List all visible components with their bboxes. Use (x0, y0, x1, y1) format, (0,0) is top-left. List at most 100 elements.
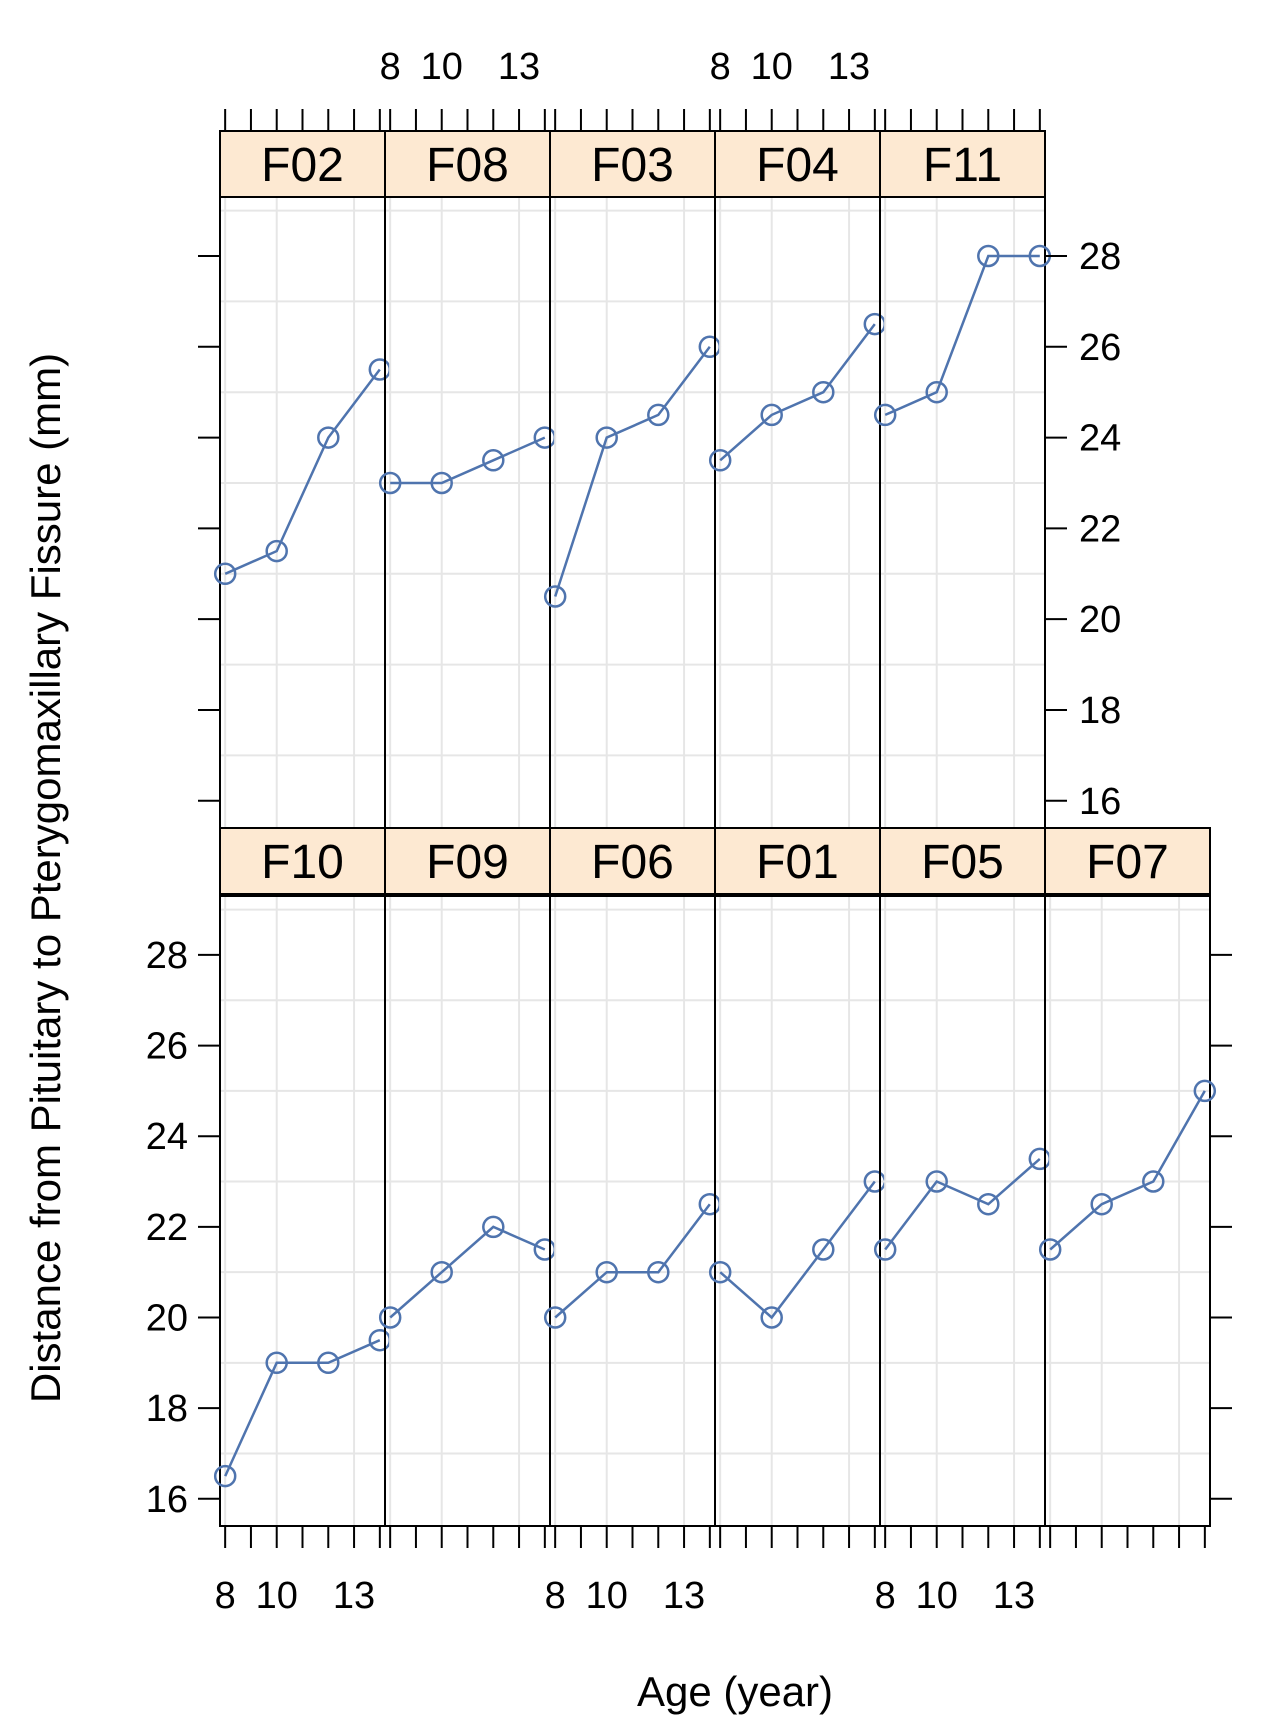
strip-label-f03: F03 (591, 139, 674, 192)
panel-frame (879, 196, 1046, 829)
series-line-f02 (224, 368, 381, 575)
panel-frame (384, 895, 551, 1527)
series-line-f10 (224, 1339, 381, 1477)
panel-frame (549, 895, 716, 1527)
panel-f03: F03 (543, 130, 722, 829)
data-point (482, 1215, 505, 1239)
y-axis-title: Distance from Pituitary to Pterygomaxill… (22, 353, 69, 1403)
y-tick-label: 26 (146, 1026, 188, 1068)
y-tick-label: 16 (1079, 781, 1121, 823)
y-tick-label: 18 (1079, 690, 1121, 732)
series-line-f07 (1049, 1090, 1206, 1251)
data-point (317, 426, 340, 449)
data-point (430, 1260, 453, 1284)
panel-f01: F01 (708, 827, 887, 1527)
panel-frame (1044, 895, 1211, 1527)
panel-f05: F05 (873, 827, 1052, 1527)
y-tick-label: 26 (1079, 327, 1121, 369)
data-point (1038, 1238, 1062, 1261)
series-line-f05 (884, 1157, 1041, 1251)
y-tick-label: 22 (1079, 508, 1121, 550)
data-point (482, 449, 505, 472)
data-point (265, 539, 288, 563)
data-point (213, 1464, 237, 1488)
x-tick-label: 10 (916, 1575, 958, 1617)
strip-f03 (549, 130, 716, 198)
strip-label-f09: F09 (426, 836, 509, 889)
y-tick-label: 22 (146, 1207, 188, 1249)
y-tick-label: 20 (1079, 599, 1121, 641)
data-point (873, 1238, 897, 1261)
y-tick-label: 16 (146, 1479, 188, 1521)
y-tick-label: 18 (146, 1388, 188, 1430)
data-point (925, 1170, 948, 1193)
panel-frame (384, 196, 551, 829)
panel-f02: F02 (213, 130, 392, 829)
x-tick-label: 8 (545, 1575, 566, 1617)
y-tick-label: 20 (146, 1298, 188, 1340)
data-point (1193, 1079, 1217, 1103)
strip-label-f06: F06 (591, 836, 674, 889)
data-point (812, 1238, 835, 1261)
panel-frame (714, 196, 881, 829)
series-line-f03 (554, 346, 711, 597)
strip-f07 (1044, 827, 1211, 895)
data-point (977, 244, 1000, 268)
x-tick-label: 10 (256, 1575, 298, 1617)
data-point (543, 1306, 567, 1329)
strip-f05 (879, 827, 1046, 895)
series-line-f04 (719, 323, 876, 462)
data-point (873, 403, 897, 427)
strip-label-f07: F07 (1086, 836, 1169, 889)
panel-frame (714, 895, 881, 1527)
data-point (430, 471, 453, 495)
x-tick-label: 8 (380, 46, 401, 88)
data-point (812, 380, 835, 404)
data-point (213, 562, 237, 586)
y-tick-label: 28 (146, 935, 188, 977)
data-point (378, 471, 402, 495)
x-tick-label: 10 (751, 46, 793, 88)
x-tick-label: 8 (875, 1575, 896, 1617)
x-tick-label: 13 (828, 46, 870, 88)
y-tick-label: 28 (1079, 236, 1121, 278)
panel-f07: F07 (1038, 827, 1217, 1527)
data-point (595, 1260, 618, 1284)
data-point (760, 1306, 783, 1329)
data-point (543, 585, 567, 608)
data-point (647, 403, 670, 427)
strip-label-f05: F05 (921, 836, 1004, 889)
x-tick-label: 10 (421, 46, 463, 88)
x-axis-title: Age (year) (637, 1668, 833, 1715)
x-tick-label: 8 (710, 46, 731, 88)
strip-label-f08: F08 (426, 139, 509, 192)
panel-f10: F10 (213, 827, 392, 1527)
data-point (760, 403, 783, 427)
y-tick-label: 24 (1079, 418, 1121, 460)
panel-f09: F09 (378, 827, 557, 1527)
series-line-f01 (719, 1180, 876, 1320)
x-tick-label: 13 (663, 1575, 705, 1617)
series-line-f09 (389, 1225, 546, 1319)
series-line-f06 (554, 1203, 711, 1319)
series-line-f08 (390, 436, 546, 485)
data-point (925, 380, 948, 404)
y-tick-label: 24 (146, 1116, 188, 1158)
strip-label-f01: F01 (756, 836, 839, 889)
panel-f11: F11 (873, 130, 1052, 829)
data-point (708, 449, 732, 472)
x-tick-label: 13 (333, 1575, 375, 1617)
data-point (595, 426, 618, 449)
data-point (378, 1306, 402, 1329)
series-line-f11 (884, 254, 1040, 417)
panel-frame (879, 895, 1046, 1527)
x-tick-label: 13 (993, 1575, 1035, 1617)
data-point (1090, 1192, 1113, 1216)
strip-f10 (219, 827, 386, 895)
strip-label-f02: F02 (261, 139, 344, 192)
panel-frame (549, 196, 716, 829)
data-point (647, 1260, 670, 1284)
x-tick-label: 13 (498, 46, 540, 88)
